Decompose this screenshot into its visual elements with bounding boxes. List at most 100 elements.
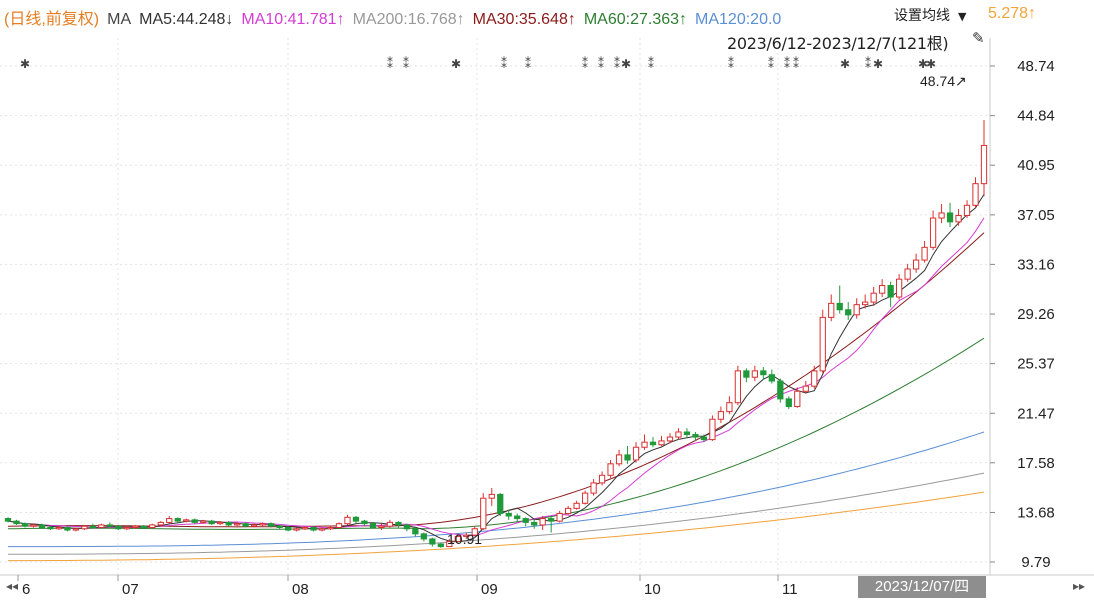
candle-body: [250, 524, 258, 527]
signal-marker-icon: ✱: [926, 57, 936, 71]
y-tick-label: 21.47: [1017, 405, 1055, 422]
candle-body: [531, 521, 538, 526]
candle-body: [429, 538, 436, 545]
candle-body: [649, 441, 657, 446]
ma-line-ma5: [7, 194, 985, 543]
candle-body: [743, 370, 750, 378]
candle-body: [64, 526, 71, 531]
candle-body: [166, 518, 173, 523]
ma-line-ma30: [7, 232, 985, 528]
candle-body: [259, 523, 266, 526]
y-tick-label: 17.58: [1017, 455, 1055, 472]
candle-body: [318, 528, 326, 531]
scroll-right-button[interactable]: ▸▸: [1073, 579, 1086, 593]
signal-marker-icon: ⁑: [403, 56, 409, 71]
candle-body: [700, 436, 708, 441]
candle-body: [921, 246, 928, 261]
signal-marker-icon: ⁑: [648, 56, 654, 71]
candle-body: [785, 398, 792, 408]
signal-marker-icon: ✱: [621, 57, 631, 71]
candle-body: [293, 528, 300, 531]
candle-body: [217, 521, 224, 525]
signal-marker-icon: ⁑: [768, 56, 774, 71]
candle-body: [666, 436, 674, 442]
signal-marker-icon: ✱: [840, 57, 850, 71]
ma-legend-item: MA30:35.648↑: [472, 11, 576, 28]
signal-marker-icon: ⁑: [784, 56, 790, 71]
candle-body: [658, 440, 665, 446]
candle-body: [497, 493, 504, 514]
ma-legend-item: (日线,前复权): [4, 11, 100, 28]
candle-body: [327, 526, 334, 530]
candle-body: [963, 204, 971, 217]
signal-marker-icon: ⁑: [387, 56, 393, 71]
y-tick-label: 37.05: [1017, 207, 1055, 224]
candle-body: [709, 418, 716, 441]
candle-body: [845, 309, 852, 316]
candle-body: [13, 520, 20, 525]
candle-body: [454, 535, 461, 542]
pin-icon[interactable]: ✎: [972, 30, 985, 47]
x-tick-label: 10: [644, 581, 661, 598]
candle-body: [480, 497, 487, 530]
candle-body: [234, 523, 241, 526]
candle-body: [98, 524, 105, 528]
ma-legend-item: MA60:27.363↑: [583, 11, 688, 28]
set-ma-button[interactable]: 设置均线 ▼: [886, 2, 975, 26]
signal-marker-icon: ✱: [20, 57, 30, 71]
ma-legend-item: MA10:41.781↑: [241, 11, 345, 28]
y-tick-label: 13.68: [1017, 504, 1055, 521]
candle-body: [200, 520, 207, 523]
candle-body: [30, 524, 37, 527]
candle-body: [4, 518, 12, 522]
candle-body: [403, 524, 411, 530]
y-tick-label: 29.26: [1017, 306, 1055, 323]
candle-body: [420, 533, 427, 540]
signal-marker-icon: ✱: [451, 57, 461, 71]
high-annotation: 48.74↗: [920, 73, 967, 89]
candle-body: [463, 534, 470, 537]
y-tick-label: 33.16: [1017, 256, 1055, 273]
signal-marker-icon: ⁑: [728, 56, 734, 71]
candle-body: [768, 374, 775, 382]
candle-body: [47, 526, 54, 530]
signal-marker-icon: ⁑: [865, 56, 871, 71]
candle-body: [335, 523, 343, 528]
signal-marker-icon: ⁑: [598, 56, 604, 71]
y-tick-label: 25.37: [1017, 356, 1055, 373]
candle-body: [853, 304, 860, 316]
ma-line-ma200: [8, 472, 985, 555]
candle-body: [539, 518, 546, 526]
candle-body: [157, 521, 164, 526]
candle-body: [352, 516, 360, 522]
signal-marker-icon: ⁑: [614, 56, 620, 71]
candle-body: [55, 526, 63, 530]
candle-body: [565, 507, 572, 514]
candle-body: [573, 502, 580, 509]
candle-body: [717, 411, 725, 420]
candle-body: [369, 523, 377, 528]
candle-body: [581, 492, 589, 504]
scroll-left-button[interactable]: ◂◂: [6, 579, 19, 593]
candle-body: [607, 463, 614, 476]
candle-body: [378, 525, 385, 528]
candle-body: [437, 543, 444, 548]
candle-body: [726, 402, 733, 413]
candle-body: [862, 301, 869, 306]
candle-body: [191, 519, 198, 523]
candle-body: [734, 370, 742, 404]
ma-line-ma250: [8, 491, 985, 562]
candle-body: [879, 285, 886, 294]
ma-legend-item: 5.278↑: [988, 5, 1037, 22]
candle-body: [505, 512, 512, 517]
candle-body: [955, 215, 962, 223]
candle-body: [225, 521, 232, 526]
candle-body: [598, 474, 606, 484]
signal-marker-icon: ✱: [918, 57, 928, 71]
candle-body: [38, 524, 46, 528]
candle-body: [819, 316, 826, 372]
candle-body: [361, 520, 368, 525]
y-tick-label: 9.79: [1021, 554, 1050, 571]
candle-body: [615, 454, 623, 465]
